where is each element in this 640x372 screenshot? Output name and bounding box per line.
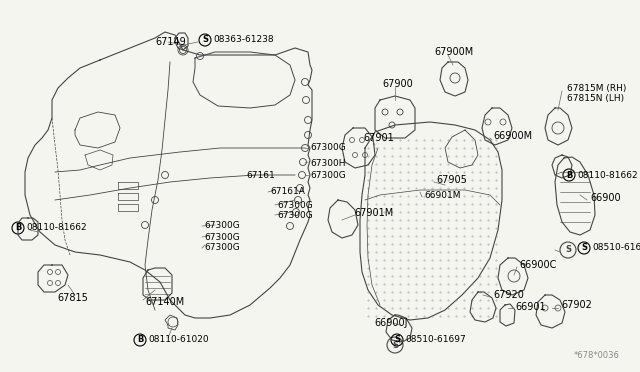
Text: 67815: 67815	[57, 293, 88, 303]
Text: 66900J: 66900J	[374, 318, 408, 328]
Text: S: S	[202, 35, 208, 45]
Text: 67815M (RH): 67815M (RH)	[567, 83, 627, 93]
Text: 66901: 66901	[515, 302, 546, 312]
Text: 67300G: 67300G	[204, 244, 240, 253]
Text: 67300G: 67300G	[310, 170, 346, 180]
Text: 08510-61697: 08510-61697	[592, 244, 640, 253]
Text: 67300G: 67300G	[204, 232, 240, 241]
Text: 67161A: 67161A	[270, 187, 305, 196]
Text: S: S	[565, 246, 571, 254]
Text: B: B	[566, 170, 572, 180]
Text: *678*0036: *678*0036	[574, 351, 620, 360]
Text: 67920: 67920	[493, 290, 524, 300]
Text: 67905: 67905	[436, 175, 467, 185]
Text: 67901: 67901	[363, 133, 394, 143]
Text: 67300H: 67300H	[310, 158, 346, 167]
Text: 66900M: 66900M	[493, 131, 532, 141]
Text: 67300G: 67300G	[277, 201, 313, 209]
Text: S: S	[581, 244, 587, 253]
Text: 67901M: 67901M	[354, 208, 393, 218]
Text: 08110-81662: 08110-81662	[577, 170, 637, 180]
Text: 66900C: 66900C	[519, 260, 556, 270]
Text: 67900M: 67900M	[434, 47, 473, 57]
Text: B: B	[137, 336, 143, 344]
Text: 67300G: 67300G	[277, 211, 313, 219]
Text: 08510-61697: 08510-61697	[405, 336, 466, 344]
Text: S: S	[394, 336, 400, 344]
Text: 67902: 67902	[561, 300, 592, 310]
Text: 67815N (LH): 67815N (LH)	[567, 94, 624, 103]
Text: 67149: 67149	[155, 37, 186, 47]
Text: 08363-61238: 08363-61238	[213, 35, 274, 45]
Text: 67300G: 67300G	[310, 144, 346, 153]
Text: 08110-61020: 08110-61020	[148, 336, 209, 344]
Text: 67161: 67161	[246, 170, 275, 180]
Text: 66900: 66900	[590, 193, 621, 203]
Text: 08110-81662: 08110-81662	[26, 224, 86, 232]
Text: 66901M: 66901M	[424, 190, 461, 199]
Text: B: B	[15, 224, 21, 232]
Text: S: S	[392, 340, 398, 350]
Text: 67900: 67900	[382, 79, 413, 89]
Text: 67140M: 67140M	[145, 297, 184, 307]
Text: 67300G: 67300G	[204, 221, 240, 231]
